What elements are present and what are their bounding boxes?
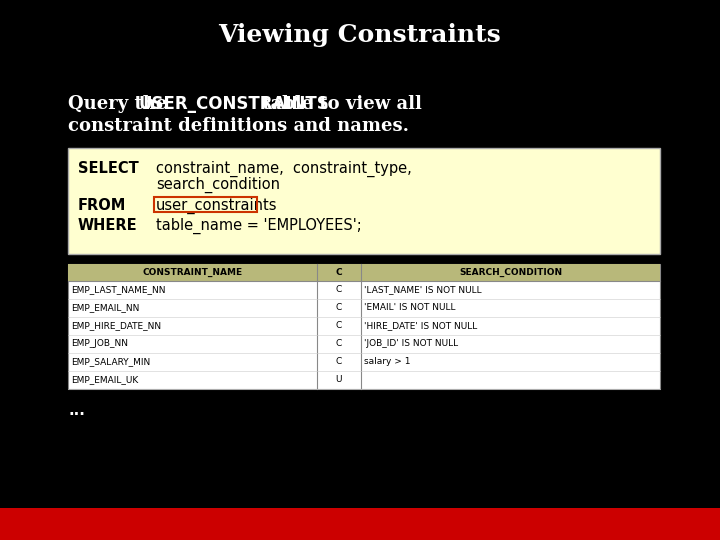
Bar — [68, 264, 660, 281]
Bar — [0, 508, 720, 540]
Text: C: C — [336, 268, 342, 277]
Text: WHERE: WHERE — [78, 218, 138, 233]
Text: USER_CONSTRAINTS: USER_CONSTRAINTS — [138, 95, 329, 113]
Text: table_name = 'EMPLOYEES';: table_name = 'EMPLOYEES'; — [156, 218, 361, 234]
Text: Query the: Query the — [68, 95, 174, 113]
Text: SEARCH_CONDITION: SEARCH_CONDITION — [459, 268, 562, 277]
Bar — [68, 264, 660, 389]
Text: EMP_LAST_NAME_NN: EMP_LAST_NAME_NN — [71, 286, 166, 294]
Text: 'JOB_ID' IS NOT NULL: 'JOB_ID' IS NOT NULL — [364, 340, 458, 348]
Text: C: C — [336, 321, 342, 330]
Text: 10-24: 10-24 — [18, 519, 50, 529]
Text: C: C — [336, 286, 342, 294]
Text: 'LAST_NAME' IS NOT NULL: 'LAST_NAME' IS NOT NULL — [364, 286, 482, 294]
Text: constraint definitions and names.: constraint definitions and names. — [68, 117, 409, 135]
Text: 'EMAIL' IS NOT NULL: 'EMAIL' IS NOT NULL — [364, 303, 456, 313]
Text: ...: ... — [68, 403, 85, 418]
Text: 'HIRE_DATE' IS NOT NULL: 'HIRE_DATE' IS NOT NULL — [364, 321, 477, 330]
Text: Viewing Constraints: Viewing Constraints — [219, 23, 501, 47]
Text: EMP_JOB_NN: EMP_JOB_NN — [71, 340, 128, 348]
Text: EMP_EMAIL_UK: EMP_EMAIL_UK — [71, 375, 138, 384]
Text: U: U — [336, 375, 342, 384]
Text: SELECT: SELECT — [78, 161, 139, 176]
Text: C: C — [336, 357, 342, 367]
Bar — [154, 197, 257, 212]
Text: C: C — [336, 340, 342, 348]
Text: ORACLE: ORACLE — [636, 512, 720, 536]
Text: EMP_HIRE_DATE_NN: EMP_HIRE_DATE_NN — [71, 321, 161, 330]
Text: Copyright © Oracle Corporation, 2001. All rights reserved.: Copyright © Oracle Corporation, 2001. Al… — [167, 519, 493, 529]
Text: EMP_EMAIL_NN: EMP_EMAIL_NN — [71, 303, 140, 313]
Text: C: C — [336, 303, 342, 313]
Text: FROM: FROM — [78, 198, 127, 213]
Text: salary > 1: salary > 1 — [364, 357, 410, 367]
Text: search_condition: search_condition — [156, 177, 280, 193]
Text: constraint_name,  constraint_type,: constraint_name, constraint_type, — [156, 161, 412, 177]
Bar — [68, 148, 660, 254]
Text: CONSTRAINT_NAME: CONSTRAINT_NAME — [143, 268, 243, 277]
Text: user_constraints: user_constraints — [156, 198, 277, 214]
Text: table to view all: table to view all — [256, 95, 422, 113]
Text: EMP_SALARY_MIN: EMP_SALARY_MIN — [71, 357, 150, 367]
